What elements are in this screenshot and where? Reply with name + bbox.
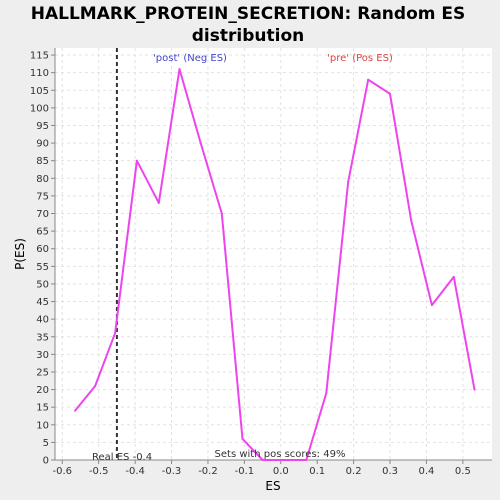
y-tick-label: 105	[30, 86, 49, 97]
data-point	[114, 332, 117, 335]
y-tick-label: 50	[36, 279, 49, 290]
y-tick-label: 115	[30, 51, 49, 62]
y-tick-label: 5	[43, 438, 49, 449]
data-point	[452, 275, 455, 278]
data-point	[135, 159, 138, 162]
data-point	[473, 388, 476, 391]
data-point	[389, 92, 392, 95]
data-point	[347, 180, 350, 183]
y-axis-label: P(ES)	[13, 238, 27, 270]
chart-title-line-2: distribution	[192, 26, 304, 46]
y-tick-label: 55	[36, 262, 49, 273]
y-tick-label: 110	[30, 68, 49, 79]
data-point	[430, 304, 433, 307]
y-tick-label: 80	[36, 174, 49, 185]
y-tick-label: 30	[36, 350, 49, 361]
x-axis-label: ES	[265, 479, 280, 493]
y-tick-label: 100	[30, 103, 49, 114]
data-point	[283, 459, 286, 461]
x-tick-label: -0.2	[198, 466, 218, 477]
grid	[55, 48, 492, 461]
series-group	[74, 68, 476, 461]
x-tick-label: 0.3	[382, 466, 398, 477]
data-point	[410, 219, 413, 222]
data-point	[325, 392, 328, 395]
data-point	[157, 201, 160, 204]
y-tick-label: 10	[36, 420, 49, 431]
real-es-label: Real ES -0.4	[92, 452, 152, 463]
y-tick-label: 15	[36, 403, 49, 414]
data-point	[199, 142, 202, 145]
y-tick-label: 0	[43, 456, 49, 467]
post-annotation: 'post' (Neg ES)	[153, 53, 227, 64]
x-tick-label: 0.0	[273, 466, 289, 477]
data-point	[74, 409, 77, 412]
data-point	[305, 459, 308, 461]
x-tick-label: -0.4	[125, 466, 145, 477]
data-point	[178, 68, 181, 71]
x-tick-label: -0.3	[162, 466, 182, 477]
data-point	[241, 437, 244, 440]
x-tick-label: -0.6	[53, 466, 73, 477]
x-tick-label: -0.5	[89, 466, 109, 477]
y-tick-label: 85	[36, 156, 49, 167]
y-tick-label: 60	[36, 244, 49, 255]
y-tick-label: 65	[36, 227, 49, 238]
y-axis-ticks: 0 5 10 15 20 25 30 35 40 45 50 55 60 65 70 75 80 85 90 95 10…	[30, 51, 55, 467]
x-tick-label: -0.1	[235, 466, 255, 477]
y-tick-label: 45	[36, 297, 49, 308]
x-axis-ticks: -0.6 -0.5 -0.4 -0.3 -0.2 -0.1 0.0 0.1 0.2 0.3 0.4 0…	[53, 460, 471, 477]
x-tick-label: 0.2	[346, 466, 362, 477]
y-tick-label: 20	[36, 385, 49, 396]
data-point	[261, 459, 264, 461]
y-tick-label: 70	[36, 209, 49, 220]
y-tick-label: 35	[36, 332, 49, 343]
series-line	[74, 68, 476, 461]
y-tick-label: 25	[36, 367, 49, 378]
chart-title-line-1: HALLMARK_PROTEIN_SECRETION: Random ES	[31, 4, 466, 24]
pre-annotation: 'pre' (Pos ES)	[327, 53, 393, 64]
y-tick-label: 40	[36, 315, 49, 326]
x-tick-label: 0.4	[418, 466, 434, 477]
data-point	[367, 78, 370, 81]
pos-scores-annotation: Sets with pos scores: 49%	[215, 449, 346, 460]
y-tick-label: 90	[36, 139, 49, 150]
data-point	[220, 212, 223, 215]
data-point	[94, 385, 97, 388]
y-tick-label: 75	[36, 191, 49, 202]
x-tick-label: 0.5	[455, 466, 471, 477]
x-tick-label: 0.1	[309, 466, 325, 477]
y-tick-label: 95	[36, 121, 49, 132]
